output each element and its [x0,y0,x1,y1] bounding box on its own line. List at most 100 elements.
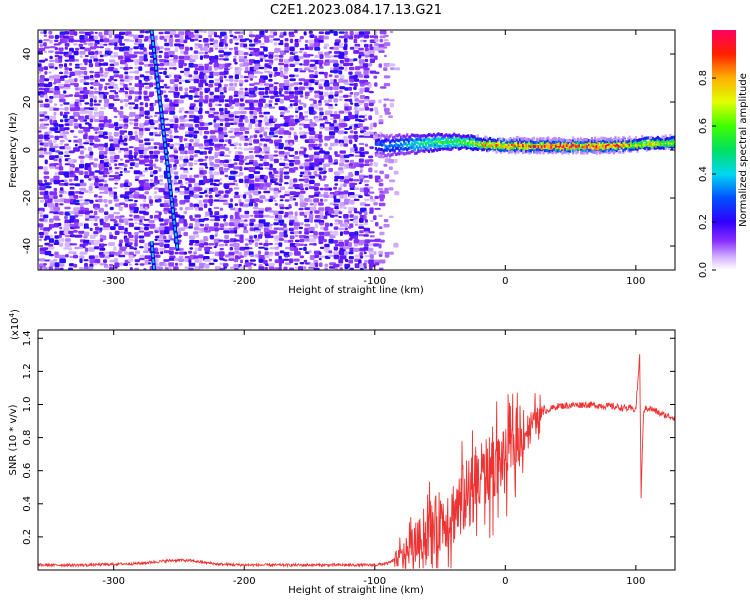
noise-cell [64,123,71,126]
signal-cell [565,147,569,151]
noise-cell [293,156,300,160]
noise-cell [194,91,198,96]
noise-cell [234,203,239,207]
signal-cell [476,140,479,144]
signal-cell [597,144,600,148]
noise-cell [74,246,80,250]
noise-cell [264,127,269,130]
noise-cell [178,239,182,243]
noise-cell [99,127,104,130]
signal-cell [630,138,633,142]
noise-cell [239,214,245,219]
noise-cell [273,210,279,216]
signal-cell [473,135,476,139]
signal-cell [594,146,597,150]
noise-cell [64,59,70,62]
noise-cell [334,206,340,210]
noise-cell [299,211,305,216]
signal-cell [633,146,636,150]
noise-cell [318,91,324,96]
noise-cell [228,159,232,162]
noise-cell [338,239,344,243]
noise-cell [273,135,279,138]
signal-cell [392,138,395,142]
signal-cell [528,143,531,147]
signal-cell [594,136,597,140]
signal-cell [471,144,475,148]
signal-cell [504,140,507,144]
noise-cell [79,111,86,115]
signal-cell [601,136,605,140]
signal-cell [556,149,559,153]
noise-cell [233,58,237,63]
noise-cell [199,223,205,227]
signal-cell [575,141,578,145]
noise-cell [234,102,240,107]
noise-cell [278,183,283,186]
signal-cell [598,145,601,149]
colorbar-tick-label: 0.6 [698,118,709,134]
noise-cell [209,215,217,218]
noise-cell [364,90,370,93]
signal-cell [565,149,569,153]
noise-cell [129,166,134,170]
noise-cell [269,158,274,162]
noise-cell [49,142,54,148]
noise-cell [224,174,229,178]
noise-cell [314,82,319,86]
noise-cell [324,143,328,147]
noise-cell [389,251,394,255]
noise-cell [358,211,362,215]
noise-cell [83,226,90,229]
noise-cell [229,122,235,125]
signal-cell [489,139,492,143]
noise-cell [319,158,325,163]
noise-cell [203,30,207,34]
signal-cell [393,135,396,139]
signal-cell [601,144,605,148]
noise-cell [109,267,114,270]
noise-cell [383,67,388,71]
noise-cell [104,47,111,52]
noise-cell [283,166,290,169]
noise-cell [354,146,358,152]
signal-cell [655,144,658,148]
noise-cell [143,199,147,203]
signal-cell [377,138,381,142]
signal-cell [406,133,409,137]
noise-cell [124,203,129,208]
signal-cell [553,136,556,141]
noise-cell [173,115,178,119]
noise-cell [334,183,339,186]
noise-cell [273,50,279,54]
signal-cell [420,138,423,142]
noise-cell [109,234,114,240]
noise-cell [169,158,176,163]
signal-cell [533,145,536,149]
noise-cell [88,110,93,116]
signal-cell [570,144,573,148]
noise-cell [103,155,108,159]
noise-cell [104,142,108,148]
signal-cell [656,141,659,145]
noise-cell [98,175,105,181]
signal-cell [631,142,634,146]
noise-cell [138,258,145,261]
noise-cell [74,126,79,129]
noise-cell [174,34,180,38]
noise-cell [134,222,138,225]
noise-cell [308,54,314,57]
noise-cell [173,171,179,175]
noise-cell [233,187,240,190]
noise-cell [79,119,85,123]
noise-cell [233,230,238,234]
noise-cell [129,47,133,51]
noise-cell [113,179,120,182]
signal-cell [583,144,586,148]
signal-cell [418,149,421,153]
signal-cell [526,147,529,151]
noise-cell [78,246,83,249]
noise-cell [314,123,318,126]
signal-cell [531,143,534,147]
noise-cell [113,62,119,66]
